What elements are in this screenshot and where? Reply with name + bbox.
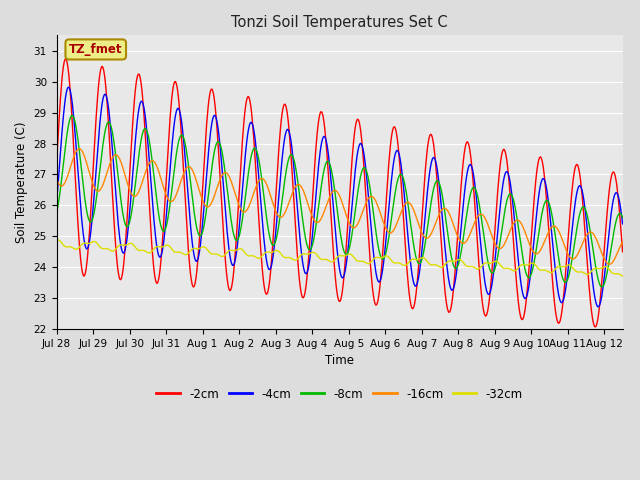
-2cm xyxy=(619,249,627,254)
-4cm xyxy=(460,201,467,206)
-2cm xyxy=(52,162,60,168)
Text: TZ_fmet: TZ_fmet xyxy=(69,43,122,56)
-2cm xyxy=(132,78,140,84)
Y-axis label: Soil Temperature (C): Soil Temperature (C) xyxy=(15,121,28,243)
-16cm xyxy=(76,146,83,152)
-4cm xyxy=(316,149,324,155)
Line: -16cm: -16cm xyxy=(56,149,623,264)
-2cm xyxy=(62,56,70,62)
-4cm xyxy=(595,304,602,310)
-8cm xyxy=(52,210,60,216)
-4cm xyxy=(65,84,72,90)
Line: -32cm: -32cm xyxy=(56,240,623,276)
-8cm xyxy=(295,186,303,192)
-32cm xyxy=(54,237,61,242)
-8cm xyxy=(132,171,140,177)
-8cm xyxy=(68,113,76,119)
-32cm xyxy=(132,246,140,252)
-16cm xyxy=(55,181,63,187)
-4cm xyxy=(52,201,60,207)
-8cm xyxy=(619,215,627,220)
-32cm xyxy=(52,237,60,243)
-2cm xyxy=(316,110,324,116)
Title: Tonzi Soil Temperatures Set C: Tonzi Soil Temperatures Set C xyxy=(231,15,448,30)
Line: -4cm: -4cm xyxy=(56,87,623,307)
-8cm xyxy=(473,191,481,197)
-8cm xyxy=(598,284,606,290)
Line: -8cm: -8cm xyxy=(56,116,623,287)
-4cm xyxy=(295,223,303,228)
-16cm xyxy=(52,176,60,182)
-16cm xyxy=(132,192,140,198)
-2cm xyxy=(460,158,467,164)
-16cm xyxy=(606,262,614,267)
-4cm xyxy=(132,125,140,131)
-4cm xyxy=(55,171,63,177)
-2cm xyxy=(591,324,599,330)
-16cm xyxy=(316,217,324,223)
-32cm xyxy=(56,238,63,243)
-32cm xyxy=(460,260,467,265)
-16cm xyxy=(460,240,467,246)
-8cm xyxy=(316,192,324,198)
-2cm xyxy=(55,121,63,127)
-4cm xyxy=(473,202,481,207)
-32cm xyxy=(473,266,481,272)
-32cm xyxy=(295,255,303,261)
-8cm xyxy=(460,235,467,240)
Legend: -2cm, -4cm, -8cm, -16cm, -32cm: -2cm, -4cm, -8cm, -16cm, -32cm xyxy=(152,383,527,405)
X-axis label: Time: Time xyxy=(325,354,354,367)
-32cm xyxy=(316,256,324,262)
-16cm xyxy=(295,181,303,187)
Line: -2cm: -2cm xyxy=(56,59,623,327)
-2cm xyxy=(473,235,481,240)
-2cm xyxy=(295,270,303,276)
-8cm xyxy=(55,198,63,204)
-16cm xyxy=(473,215,481,220)
-4cm xyxy=(619,221,627,227)
-16cm xyxy=(619,239,627,245)
-32cm xyxy=(619,273,627,279)
